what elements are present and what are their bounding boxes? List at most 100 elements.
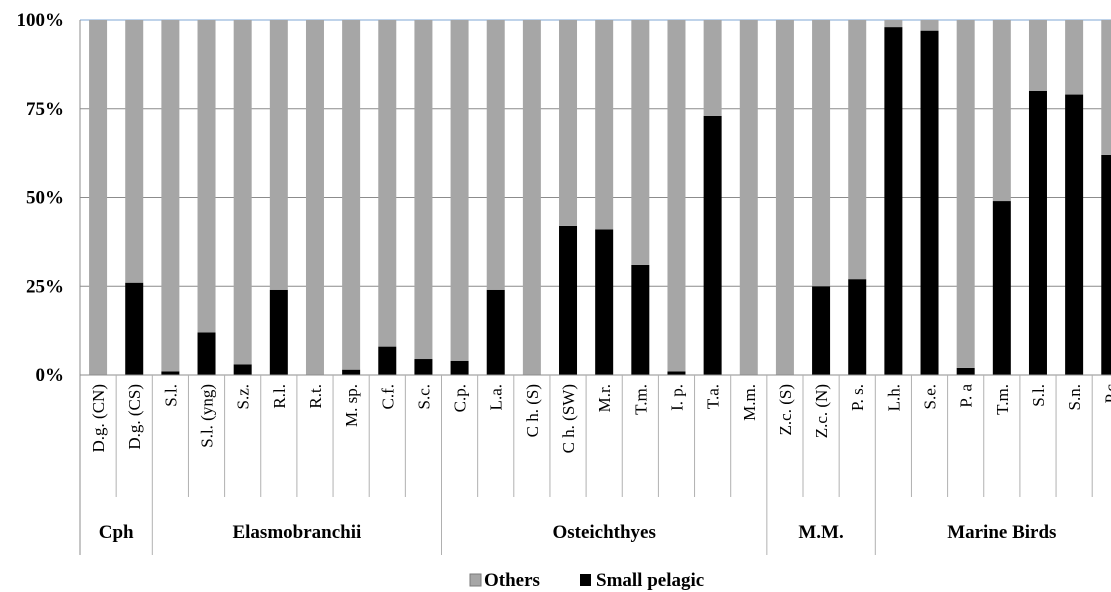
bar-others [522,20,541,375]
category-label: R.t. [306,384,325,409]
bar-small-pelagic [667,371,686,375]
bars [89,20,1111,376]
category-label: C h. (SW) [559,384,578,453]
bar-others [739,20,758,375]
group-label: Cph [99,522,134,543]
bar-small-pelagic [992,201,1011,375]
category-label: S.l. [1029,384,1048,407]
category-label: C.f. [378,384,397,410]
bar-others [848,20,867,280]
y-tick-label: 25% [26,276,64,297]
bar-others [1065,20,1084,95]
bar-others [197,20,216,333]
category-label: M.m. [740,384,759,421]
bar-others [1101,20,1111,155]
bar-others [559,20,578,226]
category-label: I. p. [667,384,686,411]
group-label: Marine Birds [947,522,1056,543]
bar-small-pelagic [559,225,578,375]
axes [79,20,1111,555]
category-label: S.n. [1065,384,1084,410]
bar-small-pelagic [414,359,433,375]
category-label: S.e. [921,384,940,410]
bar-small-pelagic [812,286,831,375]
legend-label-others: Others [484,570,540,591]
bar-others [450,20,469,361]
category-label: M.r. [595,384,614,412]
category-label: Z.c. (N) [812,384,831,438]
bar-small-pelagic [1028,91,1047,375]
category-label: T.m. [993,384,1012,415]
legend-label-small-pelagic: Small pelagic [596,570,704,591]
bar-others [703,20,722,116]
group-labels: Cph Elasmobranchii Osteichthyes M.M. Marine … [99,522,1057,543]
bar-others [233,20,252,365]
category-label: D.g. (CN) [89,384,108,452]
y-tick-label: 0% [36,365,65,386]
category-label: C h. (S) [523,384,542,437]
bar-others [378,20,397,347]
y-tick-label: 75% [26,99,64,120]
bar-small-pelagic [848,279,867,375]
bar-small-pelagic [233,364,252,375]
legend-swatch-small-pelagic [580,574,591,586]
y-axis-tick-labels: 0% 25% 50% 75% 100% [17,10,65,386]
group-label: Elasmobranchii [232,522,361,543]
bar-others [486,20,505,290]
bar-others [125,20,144,283]
category-label: P. s. [848,384,867,411]
category-label: P.c [1101,384,1111,404]
category-label: S.l. (yng) [198,384,217,448]
bar-others [631,20,650,265]
category-label: S.c. [414,384,433,410]
x-axis-category-labels: D.g. (CN) D.g. (CS) S.l. S.l. (yng) S.z. R.l.… [89,384,1111,454]
bar-others [161,20,180,372]
category-label: D.g. (CS) [125,384,144,450]
category-label: R.l. [270,384,289,409]
group-label: Osteichthyes [552,522,655,543]
bar-small-pelagic [884,27,903,375]
category-label: C.p. [451,384,470,412]
bar-others [920,20,939,31]
legend: Others Small pelagic [469,570,704,591]
bar-others [667,20,686,372]
category-label: S.l. [161,384,180,407]
bar-small-pelagic [342,369,361,375]
bar-others [992,20,1011,202]
bar-others [775,20,794,375]
category-label: Z.c. (S) [776,384,795,435]
bar-others [269,20,288,290]
bar-small-pelagic [631,264,650,375]
bar-small-pelagic [197,332,216,375]
bar-others [1028,20,1047,91]
bar-small-pelagic [269,289,288,375]
bar-small-pelagic [378,346,397,375]
category-label: T.m. [631,384,650,415]
bar-small-pelagic [125,282,144,375]
bar-small-pelagic [920,30,939,376]
category-label: P. a [957,384,976,408]
bar-others [342,20,361,370]
category-label: S.z. [234,384,253,410]
bar-small-pelagic [703,115,722,375]
category-label: L.h. [884,384,903,411]
bar-others [305,20,324,375]
category-label: M. sp. [342,384,361,427]
bar-small-pelagic [1101,154,1111,375]
category-label: L.a. [487,384,506,410]
bar-small-pelagic [956,367,975,375]
y-tick-label: 100% [17,10,65,31]
bar-others [884,20,903,28]
bar-others [595,20,614,230]
bar-others [414,20,433,360]
bar-others [956,20,975,368]
bar-small-pelagic [486,289,505,375]
bar-small-pelagic [161,371,180,375]
bar-small-pelagic [1065,94,1084,376]
legend-swatch-others [469,573,482,587]
bar-others [812,20,831,287]
bar-small-pelagic [595,229,614,375]
category-label: T.a. [704,384,723,409]
bar-small-pelagic [450,360,469,375]
